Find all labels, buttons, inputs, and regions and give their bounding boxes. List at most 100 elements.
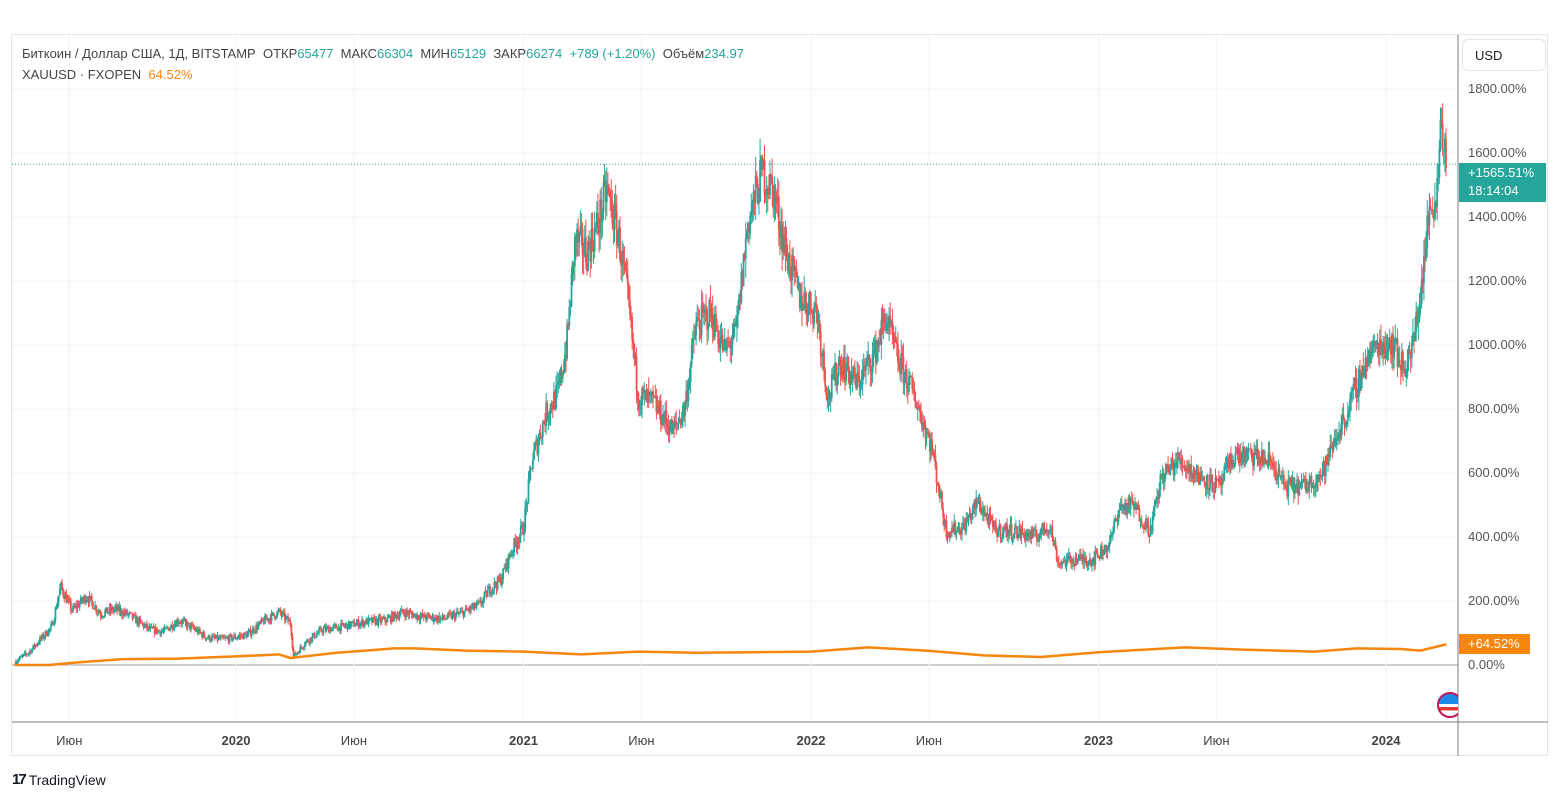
candle-body	[409, 611, 412, 613]
candle-body	[111, 607, 114, 612]
candle-body	[1262, 450, 1264, 465]
candle-body	[825, 386, 828, 396]
candle-body	[340, 622, 342, 632]
candle-body	[335, 624, 338, 629]
candle-body	[153, 626, 156, 634]
candle-body	[1279, 475, 1282, 477]
candle-body	[1226, 458, 1229, 466]
candle-body	[254, 631, 256, 633]
candle-body	[346, 623, 349, 630]
candle-body	[1443, 138, 1446, 150]
candle-body	[698, 320, 701, 330]
candle-body	[314, 636, 317, 639]
candle-body	[192, 624, 195, 628]
candle-body	[1180, 458, 1183, 464]
candle-body	[1034, 529, 1037, 537]
candle-body	[616, 236, 619, 246]
currency-button[interactable]: USD	[1462, 39, 1546, 71]
tradingview-logo[interactable]: 17 TradingView	[12, 771, 106, 788]
candle-body	[1102, 554, 1104, 556]
candle-body	[1199, 472, 1201, 485]
y-tick-label: 800.00%	[1468, 401, 1520, 416]
candle-body	[1177, 453, 1179, 461]
candle-body	[1163, 474, 1166, 483]
candle-body	[1353, 384, 1356, 386]
candle-body	[1101, 546, 1103, 556]
candle-body	[668, 430, 671, 435]
compare-symbol[interactable]: XAUUSD · FXOPEN	[22, 67, 142, 82]
y-tick-label: 200.00%	[1468, 593, 1520, 608]
candle-body	[1322, 461, 1325, 470]
change-value: +789 (+1.20%)	[569, 46, 656, 61]
candle-body	[580, 226, 583, 229]
candle-body	[818, 320, 821, 333]
candle-body	[891, 320, 894, 335]
candle-body	[1051, 526, 1054, 538]
candle-body	[503, 568, 506, 570]
candle-body	[1291, 477, 1294, 488]
candle-body	[454, 614, 457, 620]
candle-body	[504, 568, 507, 570]
candle-body	[195, 629, 198, 631]
candle-body	[902, 357, 905, 384]
candle-body	[898, 362, 900, 366]
candle-body	[567, 324, 570, 327]
candle-body	[382, 618, 384, 620]
candle-body	[1191, 476, 1194, 479]
candle-body	[1230, 453, 1232, 466]
symbol-name[interactable]: Биткоин / Доллар США, 1Д, BITSTAMP	[22, 46, 256, 61]
candle-body	[248, 629, 251, 632]
candle-body	[862, 366, 865, 370]
candle-body	[1331, 447, 1334, 451]
candle-body	[854, 367, 856, 378]
candle-body	[505, 559, 508, 570]
candle-body	[343, 625, 346, 627]
candle-body	[226, 637, 229, 639]
candle-body	[915, 407, 918, 409]
candle-body	[557, 382, 560, 385]
candle-body	[840, 366, 843, 376]
candle-body	[857, 372, 860, 377]
candle-body	[954, 522, 957, 535]
candle-body	[1073, 563, 1076, 567]
candle-body	[1288, 478, 1291, 480]
candle-body	[384, 616, 387, 622]
candle-body	[650, 392, 652, 394]
candle-body	[196, 629, 199, 634]
candle-body	[625, 270, 628, 275]
us-flag-event-icon[interactable]	[1437, 692, 1458, 718]
candle-body	[179, 622, 181, 624]
candle-body	[697, 317, 700, 321]
candle-body	[1334, 437, 1337, 445]
candle-body	[451, 613, 454, 619]
candle-body	[1017, 535, 1020, 539]
candle-body	[255, 625, 258, 632]
candle-body	[787, 253, 790, 271]
candle-body	[291, 636, 294, 649]
candle-body	[21, 655, 24, 657]
candle-body	[927, 433, 930, 438]
candle-body	[749, 216, 752, 233]
candle-body	[1031, 530, 1034, 537]
candle-body	[31, 648, 34, 653]
candle-body	[519, 525, 522, 537]
candle-body	[1407, 348, 1410, 362]
candle-body	[278, 608, 281, 611]
candle-body	[462, 610, 465, 617]
candle-body	[731, 338, 734, 345]
candle-body	[974, 502, 977, 510]
candle-body	[860, 382, 863, 385]
candle-body	[587, 240, 589, 271]
candle-body	[809, 292, 812, 312]
candle-body	[526, 502, 529, 504]
candle-body	[357, 619, 360, 628]
candle-body	[391, 612, 394, 621]
candle-body	[222, 635, 224, 638]
candle-body	[1078, 554, 1081, 556]
candle-body	[1309, 475, 1312, 480]
candle-body	[788, 253, 791, 276]
candle-body	[935, 465, 938, 483]
candle-body	[785, 238, 788, 257]
candle-body	[1176, 460, 1178, 469]
